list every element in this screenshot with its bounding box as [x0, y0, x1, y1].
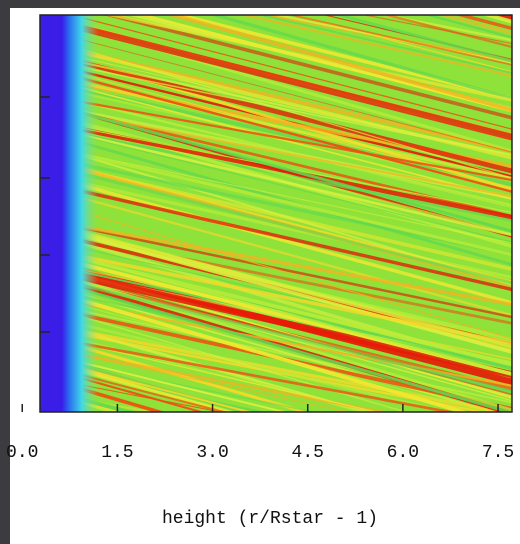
streak — [59, 177, 512, 305]
streak — [59, 115, 512, 236]
streak — [59, 381, 166, 412]
streak — [59, 380, 224, 412]
x-tick-label: 7.5 — [482, 443, 514, 463]
streak — [60, 0, 520, 8]
streak — [59, 54, 512, 174]
streak — [59, 298, 512, 387]
streak — [59, 94, 512, 209]
y-ticks — [40, 96, 50, 333]
streak — [165, 15, 512, 113]
streak — [59, 356, 289, 412]
streak — [59, 363, 236, 412]
x-tick-label: 4.5 — [292, 443, 324, 463]
streak — [59, 76, 512, 180]
streak — [59, 222, 512, 319]
x-tick-label: 3.0 — [196, 443, 228, 463]
streak — [59, 166, 512, 285]
streak — [59, 130, 512, 243]
streak — [240, 15, 512, 78]
heatmap-image — [40, 0, 520, 412]
streak — [59, 71, 512, 193]
streak — [209, 15, 512, 101]
streak — [69, 15, 512, 130]
streak — [59, 277, 512, 394]
streak — [172, 15, 512, 101]
streak — [59, 358, 248, 412]
streak — [59, 362, 253, 412]
streak — [59, 349, 391, 412]
streak — [59, 368, 229, 412]
streak — [59, 251, 512, 367]
streak — [287, 15, 512, 66]
streak — [59, 281, 512, 412]
streak — [423, 15, 512, 39]
edge-gradient — [40, 15, 98, 412]
streak — [59, 309, 409, 412]
streak — [59, 148, 512, 286]
streak — [379, 15, 512, 42]
streak — [59, 349, 352, 412]
streak — [59, 251, 512, 376]
streak — [59, 190, 512, 317]
streak — [361, 15, 512, 45]
streak — [59, 109, 512, 198]
streak — [59, 292, 471, 412]
streak — [59, 226, 512, 348]
streak — [59, 268, 512, 379]
streak — [59, 371, 205, 412]
streak — [59, 81, 512, 201]
streak — [59, 148, 512, 244]
plot-frame — [39, 14, 513, 413]
streak — [333, 15, 512, 63]
streak — [256, 15, 512, 74]
streak — [59, 128, 512, 237]
streak — [293, 15, 512, 73]
streak — [59, 122, 512, 220]
streak — [59, 324, 373, 412]
streak — [59, 96, 512, 182]
streak — [59, 337, 380, 412]
streak — [59, 184, 512, 292]
streak — [59, 44, 512, 154]
x-tick-label: 6.0 — [387, 443, 419, 463]
streak — [59, 19, 512, 141]
streak — [103, 15, 512, 102]
streak — [382, 15, 512, 49]
streak — [60, 0, 520, 5]
streak — [59, 52, 512, 156]
x-axis-label: height (r/Rstar - 1) — [162, 509, 378, 529]
streak — [59, 42, 512, 179]
streak — [59, 338, 457, 412]
streak — [59, 33, 512, 153]
x-tick-label: 0.0 — [6, 443, 38, 463]
x-tick-label: 1.5 — [101, 443, 133, 463]
streak — [59, 205, 512, 340]
streak — [59, 394, 157, 412]
streak — [59, 221, 512, 306]
streak — [59, 147, 512, 257]
streak — [59, 62, 512, 157]
streak — [59, 305, 512, 404]
streak — [59, 105, 512, 233]
streak — [60, 0, 520, 2]
streak — [59, 287, 497, 412]
